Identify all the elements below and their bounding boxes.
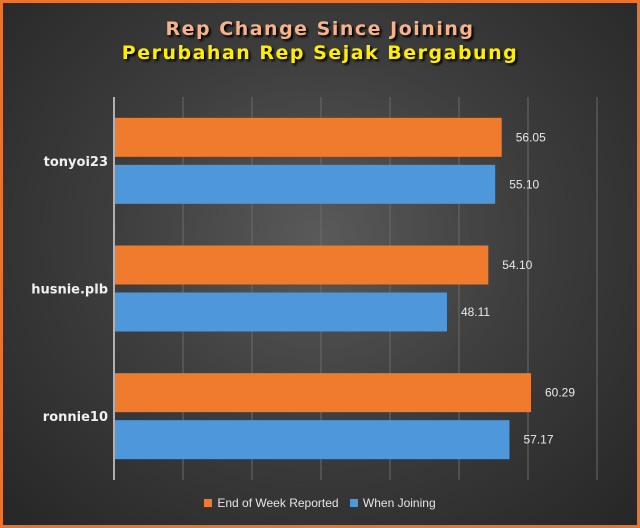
bar-ronnie10-end-of-week-reported[interactable] [115, 373, 532, 413]
chart-titles: Rep Change Since Joining Perubahan Rep S… [3, 17, 637, 65]
bar-husnie-plb-when-joining[interactable] [115, 292, 447, 332]
legend-swatch-end-of-week [204, 499, 213, 507]
legend-label-end-of-week: End of Week Reported [217, 496, 339, 510]
legend-item-when-joining: When Joining [349, 496, 436, 510]
bars [115, 117, 532, 460]
category-label: tonyoi23 [44, 155, 108, 170]
legend-swatch-when-joining [349, 499, 358, 507]
grid-lines [113, 97, 598, 480]
bar-tonyoi23-end-of-week-reported[interactable] [115, 117, 502, 157]
legend: End of Week Reported When Joining [3, 496, 637, 510]
chart-subtitle: Perubahan Rep Sejak Bergabung [121, 42, 519, 64]
legend-label-when-joining: When Joining [362, 496, 436, 510]
chart-title: Rep Change Since Joining [165, 18, 475, 40]
bar-ronnie10-when-joining[interactable] [115, 420, 510, 460]
bar-husnie-plb-end-of-week-reported[interactable] [115, 245, 489, 285]
data-labels: 56.05 55.10 54.10 48.11 60.29 57.17 [461, 130, 575, 446]
data-label: 54.10 [502, 258, 532, 272]
category-label: ronnie10 [43, 410, 108, 425]
data-label: 55.10 [509, 177, 539, 191]
data-label: 48.11 [461, 305, 490, 319]
data-label: 60.29 [545, 386, 575, 400]
data-label: 57.17 [523, 433, 553, 447]
bar-chart: 56.05 55.10 54.10 48.11 60.29 57.17 tonyoi23 h… [31, 97, 598, 480]
data-label: 56.05 [516, 130, 546, 144]
legend-item-end-of-week: End of Week Reported [204, 496, 339, 510]
category-label: husnie.plb [31, 283, 108, 298]
bar-tonyoi23-when-joining[interactable] [115, 164, 496, 204]
category-labels: tonyoi23 husnie.plb ronnie10 [31, 155, 108, 425]
